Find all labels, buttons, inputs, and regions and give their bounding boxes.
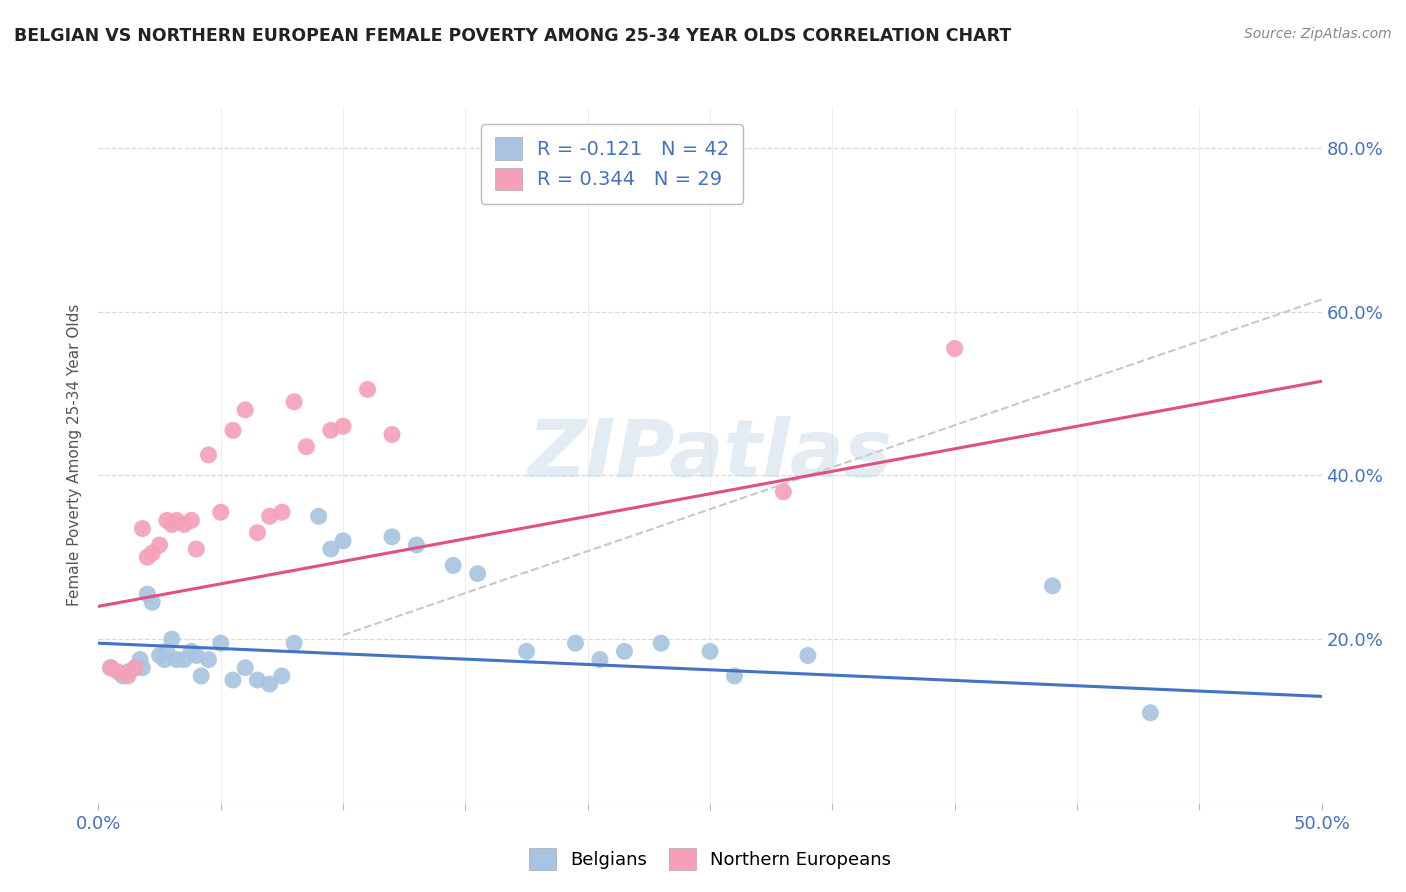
Point bbox=[515, 644, 537, 658]
Point bbox=[319, 423, 342, 437]
Point bbox=[186, 648, 208, 663]
Point bbox=[233, 661, 256, 675]
Point bbox=[160, 632, 183, 646]
Point bbox=[156, 513, 179, 527]
Point bbox=[173, 652, 195, 666]
Point bbox=[381, 427, 404, 442]
Point bbox=[141, 546, 163, 560]
Point bbox=[467, 566, 489, 581]
Point bbox=[1042, 579, 1064, 593]
Point bbox=[319, 542, 342, 557]
Point bbox=[100, 661, 122, 675]
Point bbox=[197, 652, 219, 666]
Point bbox=[332, 533, 354, 548]
Point bbox=[156, 644, 179, 658]
Point bbox=[650, 636, 672, 650]
Point bbox=[270, 505, 294, 519]
Point bbox=[186, 542, 208, 557]
Point bbox=[246, 673, 269, 687]
Point bbox=[209, 505, 232, 519]
Point bbox=[613, 644, 636, 658]
Point bbox=[100, 661, 122, 675]
Point bbox=[166, 513, 188, 527]
Point bbox=[166, 652, 188, 666]
Point bbox=[283, 636, 305, 650]
Point bbox=[381, 530, 404, 544]
Point bbox=[180, 644, 202, 658]
Point bbox=[141, 595, 163, 609]
Point bbox=[180, 513, 202, 527]
Point bbox=[259, 509, 281, 524]
Point bbox=[564, 636, 586, 650]
Point bbox=[209, 636, 232, 650]
Point bbox=[1139, 706, 1161, 720]
Text: Source: ZipAtlas.com: Source: ZipAtlas.com bbox=[1244, 27, 1392, 41]
Point bbox=[173, 517, 195, 532]
Legend: Belgians, Northern Europeans: Belgians, Northern Europeans bbox=[522, 841, 898, 877]
Point bbox=[149, 538, 172, 552]
Point bbox=[136, 550, 159, 565]
Point bbox=[190, 669, 212, 683]
Text: BELGIAN VS NORTHERN EUROPEAN FEMALE POVERTY AMONG 25-34 YEAR OLDS CORRELATION CH: BELGIAN VS NORTHERN EUROPEAN FEMALE POVE… bbox=[14, 27, 1011, 45]
Point bbox=[441, 558, 464, 573]
Point bbox=[233, 403, 256, 417]
Point bbox=[131, 661, 153, 675]
Point bbox=[131, 522, 153, 536]
Point bbox=[129, 652, 152, 666]
Point bbox=[283, 394, 305, 409]
Point bbox=[723, 669, 745, 683]
Point bbox=[124, 661, 146, 675]
Point bbox=[943, 342, 966, 356]
Point bbox=[295, 440, 318, 454]
Point bbox=[772, 484, 794, 499]
Point bbox=[117, 665, 139, 679]
Point bbox=[107, 665, 129, 679]
Point bbox=[589, 652, 612, 666]
Point bbox=[222, 673, 245, 687]
Point bbox=[197, 448, 219, 462]
Point bbox=[149, 648, 172, 663]
Point bbox=[797, 648, 820, 663]
Point bbox=[124, 661, 146, 675]
Point bbox=[222, 423, 245, 437]
Text: ZIPatlas: ZIPatlas bbox=[527, 416, 893, 494]
Point bbox=[246, 525, 269, 540]
Point bbox=[153, 652, 176, 666]
Point bbox=[356, 383, 378, 397]
Y-axis label: Female Poverty Among 25-34 Year Olds: Female Poverty Among 25-34 Year Olds bbox=[67, 304, 83, 606]
Point bbox=[117, 669, 139, 683]
Point bbox=[308, 509, 330, 524]
Point bbox=[136, 587, 159, 601]
Point bbox=[332, 419, 354, 434]
Point bbox=[111, 669, 134, 683]
Point bbox=[405, 538, 427, 552]
Point bbox=[699, 644, 721, 658]
Point bbox=[270, 669, 294, 683]
Point bbox=[160, 517, 183, 532]
Point bbox=[259, 677, 281, 691]
